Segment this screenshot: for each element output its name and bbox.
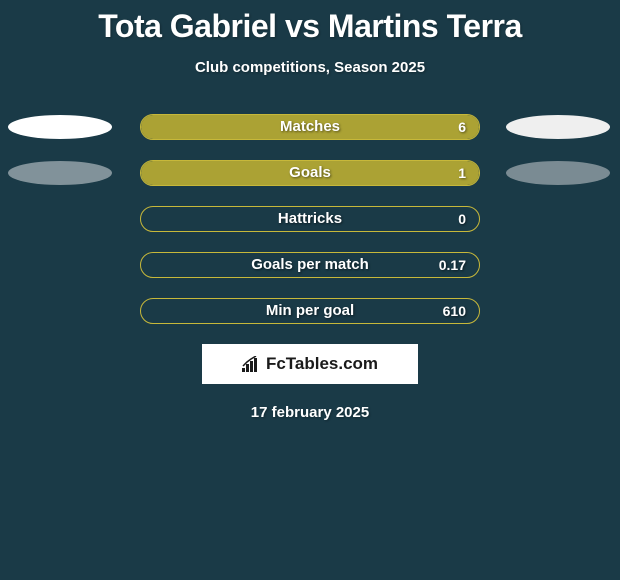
stat-row: Goals per match0.17: [0, 252, 620, 278]
stat-row: Goals1: [0, 160, 620, 186]
stat-value: 0.17: [439, 252, 466, 278]
stat-value: 6: [458, 114, 466, 140]
right-ellipse: [506, 161, 610, 185]
stat-value: 610: [443, 298, 466, 324]
logo-text: FcTables.com: [266, 354, 378, 374]
right-ellipse: [506, 115, 610, 139]
stat-label: Hattricks: [140, 206, 480, 232]
stat-row: Min per goal610: [0, 298, 620, 324]
stat-value: 0: [458, 206, 466, 232]
stat-label: Goals: [140, 160, 480, 186]
logo-box: FcTables.com: [202, 344, 418, 384]
stat-label: Goals per match: [140, 252, 480, 278]
stats-area: Matches6Goals1Hattricks0Goals per match0…: [0, 114, 620, 324]
infographic-container: Tota Gabriel vs Martins Terra Club compe…: [0, 0, 620, 421]
stat-label: Matches: [140, 114, 480, 140]
date-text: 17 february 2025: [0, 404, 620, 421]
stat-label: Min per goal: [140, 298, 480, 324]
stat-value: 1: [458, 160, 466, 186]
left-ellipse: [8, 115, 112, 139]
left-ellipse: [8, 161, 112, 185]
stat-row: Matches6: [0, 114, 620, 140]
stat-row: Hattricks0: [0, 206, 620, 232]
page-subtitle: Club competitions, Season 2025: [0, 59, 620, 76]
page-title: Tota Gabriel vs Martins Terra: [0, 8, 620, 45]
chart-icon: [242, 356, 262, 372]
